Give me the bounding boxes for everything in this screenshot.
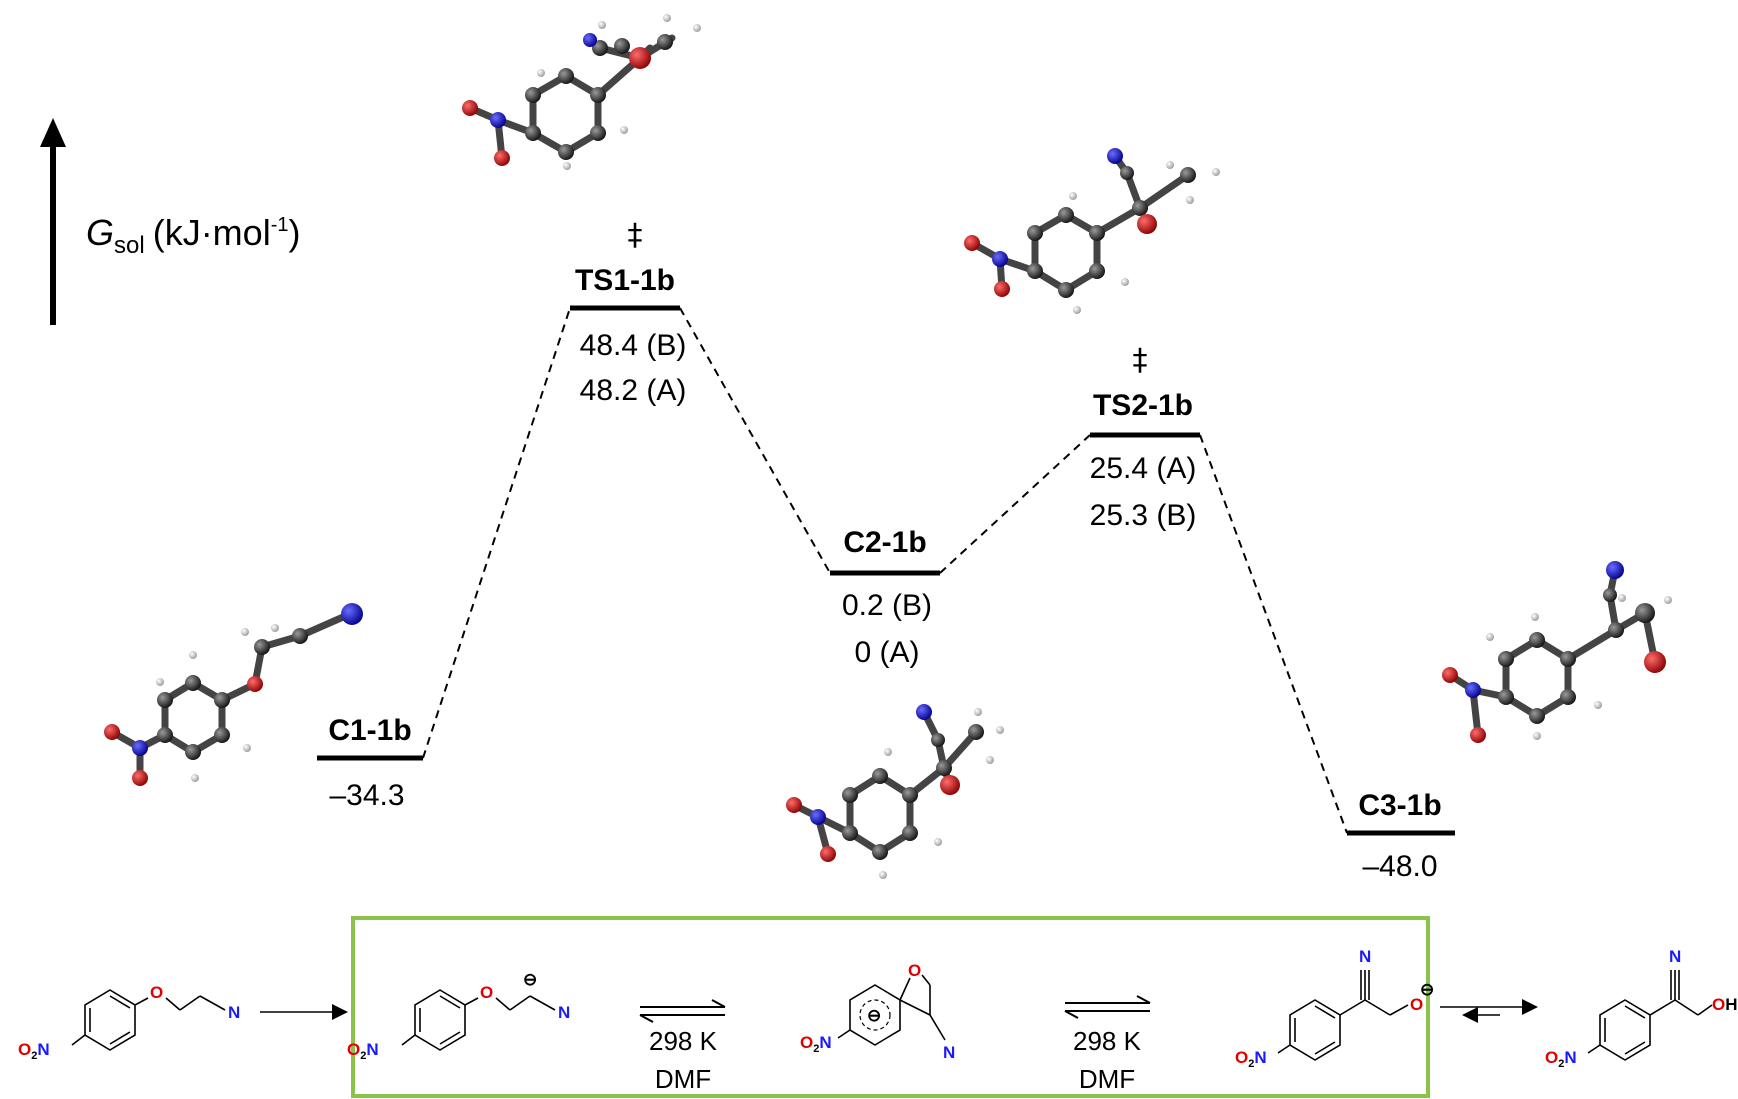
reaction-path	[422, 307, 1348, 834]
path-ts2-c3	[1199, 434, 1348, 834]
protonation-arrows	[1440, 999, 1538, 1023]
path-c2-ts2	[939, 434, 1091, 574]
svg-text:O2N: O2N	[800, 1033, 832, 1055]
level-c3: C3-1b –48.0	[1347, 789, 1455, 883]
equilibrium-arrows-1: 298 K DMF	[639, 999, 726, 1094]
level-name: TS1-1b	[575, 264, 675, 297]
structure-starting-material: O N O2N	[18, 983, 240, 1062]
svg-text:O2N: O2N	[1545, 1048, 1577, 1070]
molecule-model-c2	[786, 704, 1004, 879]
level-value: 25.3 (B)	[1090, 499, 1197, 532]
equilibrium-box	[351, 916, 1430, 1098]
svg-text:O: O	[150, 983, 163, 1002]
level-ts1: ‡ TS1-1b 48.4 (B) 48.2 (A)	[570, 218, 686, 407]
molecule-model-c1	[104, 603, 363, 786]
svg-text:⊖: ⊖	[867, 1006, 881, 1025]
level-value: –34.3	[329, 779, 404, 812]
path-c1-ts1	[422, 307, 571, 759]
temperature-label: 298 K	[649, 1026, 718, 1056]
level-name: C3-1b	[1358, 789, 1441, 822]
molecule-model-c3	[1442, 561, 1672, 743]
structure-anion: O N ⊖ O2N	[347, 970, 570, 1062]
molecule-model-ts2	[964, 148, 1220, 314]
svg-text:N: N	[1669, 947, 1681, 966]
svg-text:O2N: O2N	[347, 1040, 379, 1062]
solvent-label: DMF	[1079, 1064, 1135, 1094]
ts-dagger: ‡	[628, 218, 643, 253]
structure-alkoxide: N O ⊖ O2N	[1235, 947, 1434, 1070]
path-ts1-c2	[679, 307, 831, 574]
structure-alcohol-product: N OH O2N	[1545, 947, 1738, 1070]
svg-text:N: N	[943, 1043, 955, 1062]
level-value: 48.2 (A)	[580, 374, 687, 407]
energy-axis: Gsol (kJ·mol-1)	[40, 118, 300, 325]
energy-axis-label: Gsol (kJ·mol-1)	[86, 212, 300, 259]
solvent-label: DMF	[655, 1064, 711, 1094]
level-name: TS2-1b	[1093, 389, 1193, 422]
level-c2: C2-1b 0.2 (B) 0 (A)	[830, 526, 940, 669]
molecule-model-ts1	[462, 14, 701, 170]
level-value: 0.2 (B)	[842, 589, 932, 622]
temperature-label: 298 K	[1073, 1026, 1142, 1056]
svg-text:OH: OH	[1712, 995, 1738, 1014]
svg-text:O: O	[1410, 995, 1423, 1014]
svg-text:O2N: O2N	[1235, 1048, 1267, 1070]
level-value: –48.0	[1362, 850, 1437, 883]
energy-axis-arrowhead	[40, 118, 66, 147]
level-ts2: ‡ TS2-1b 25.4 (A) 25.3 (B)	[1090, 343, 1200, 532]
svg-text:N: N	[1359, 947, 1371, 966]
svg-text:N: N	[228, 1003, 240, 1022]
equilibrium-arrows-2: 298 K DMF	[1064, 995, 1151, 1094]
level-value: 0 (A)	[854, 636, 919, 669]
reaction-scheme: O N O2N O N ⊖ O2N 298 K DMF	[18, 916, 1738, 1098]
structure-spiro-intermediate: O N ⊖ O2N	[800, 961, 955, 1062]
level-name: C1-1b	[328, 714, 411, 747]
level-value: 25.4 (A)	[1090, 452, 1197, 485]
svg-text:⊖: ⊖	[1420, 980, 1434, 999]
level-name: C2-1b	[843, 526, 926, 559]
ts-dagger: ‡	[1133, 343, 1148, 378]
svg-text:O: O	[480, 983, 493, 1002]
svg-text:O: O	[908, 961, 921, 980]
level-c1: C1-1b –34.3	[317, 714, 423, 812]
level-value: 48.4 (B)	[580, 329, 687, 362]
nitro-label: O2N	[18, 1040, 50, 1062]
svg-text:⊖: ⊖	[523, 970, 537, 989]
svg-text:N: N	[558, 1003, 570, 1022]
